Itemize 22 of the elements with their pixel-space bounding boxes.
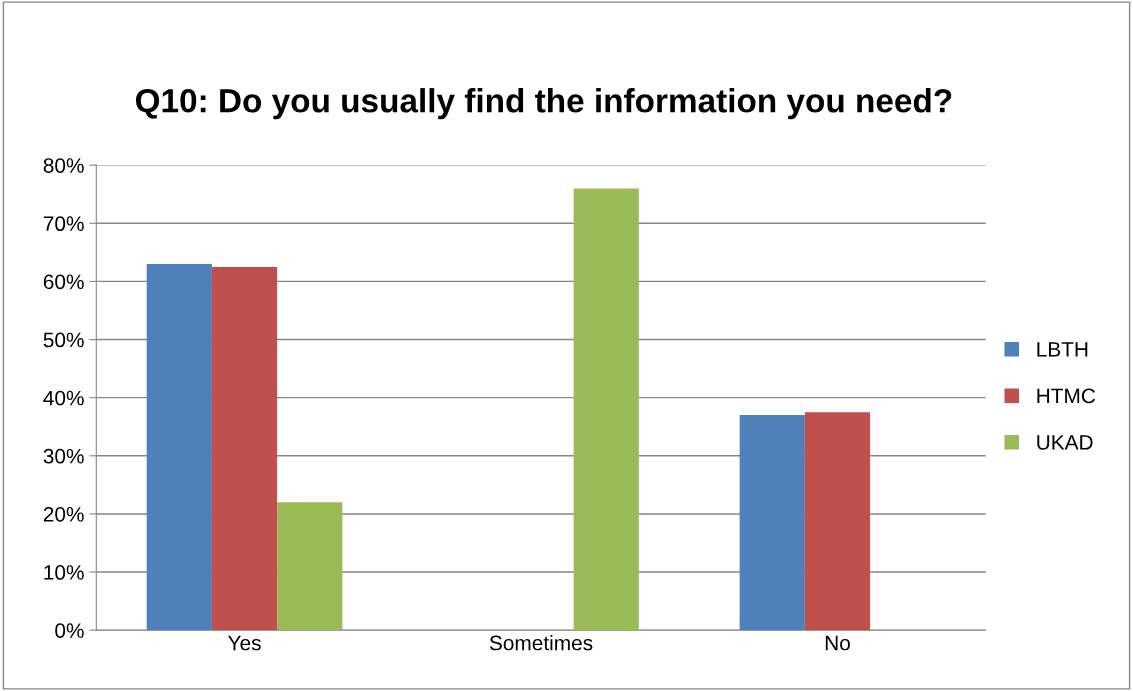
y-tick-label: 80% bbox=[43, 158, 84, 173]
legend-label: UKAD bbox=[1037, 435, 1093, 450]
y-tick-label: 20% bbox=[43, 506, 84, 522]
x-tick-label: Yes bbox=[228, 635, 261, 651]
y-tick-label: 50% bbox=[43, 332, 84, 348]
x-tick-label: Sometimes bbox=[489, 635, 593, 651]
y-tick-label: 70% bbox=[43, 216, 84, 232]
bar bbox=[739, 415, 805, 631]
x-tick-label: No bbox=[825, 635, 850, 651]
bar bbox=[211, 266, 278, 631]
y-tick-label: 10% bbox=[44, 565, 84, 580]
y-tick-label: 0% bbox=[55, 623, 84, 638]
bar bbox=[573, 188, 639, 631]
y-tick-label: 30% bbox=[43, 448, 84, 464]
bar bbox=[146, 263, 212, 631]
chart-title: Q10: Do you usually find the information you need? bbox=[135, 88, 952, 120]
legend-label: LBTH bbox=[1037, 342, 1088, 357]
y-tick-label: 40% bbox=[43, 390, 84, 406]
y-tick-label: 60% bbox=[43, 274, 84, 290]
bar bbox=[277, 502, 343, 631]
bar bbox=[804, 412, 871, 631]
legend-label: HTMC bbox=[1037, 388, 1096, 404]
